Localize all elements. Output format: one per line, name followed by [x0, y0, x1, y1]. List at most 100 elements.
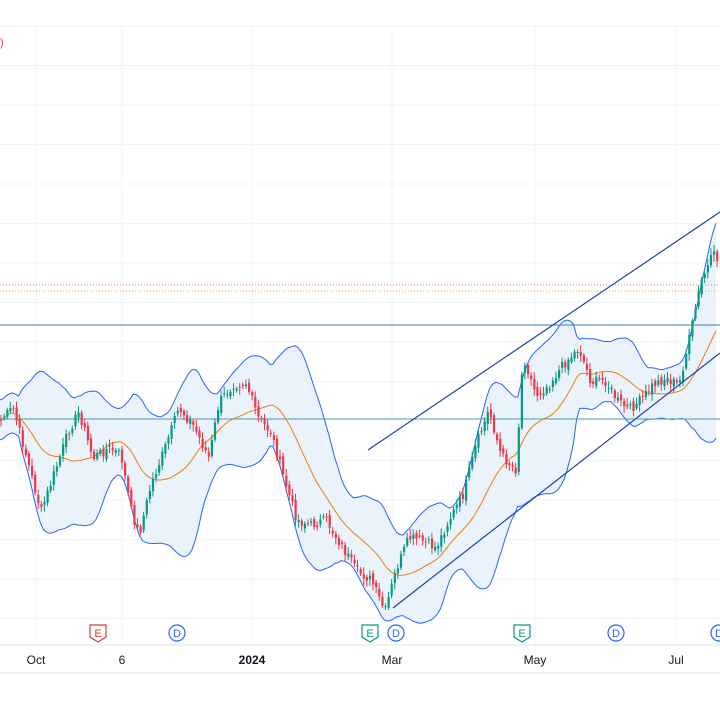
- event-marker-letter: D: [715, 628, 720, 640]
- candle-body: [607, 387, 610, 389]
- candle-body: [62, 444, 65, 456]
- event-marker-letter: D: [612, 628, 620, 640]
- event-marker-earnings[interactable]: E: [89, 624, 107, 643]
- candle-body: [192, 421, 195, 425]
- event-marker-letter: E: [518, 628, 525, 640]
- candle-body: [430, 538, 434, 549]
- bollinger-band-fill: [0, 223, 717, 624]
- candle-body: [688, 334, 691, 355]
- dividend-marker-shape: [168, 624, 186, 642]
- event-marker-dividend[interactable]: D: [607, 624, 625, 642]
- candle-body: [418, 535, 421, 537]
- candle-body: [700, 279, 703, 295]
- candle-body: [89, 438, 93, 452]
- candle-body: [108, 445, 111, 447]
- candle-body: [241, 384, 244, 386]
- candle-body: [434, 547, 437, 551]
- candle-body: [313, 519, 316, 527]
- candle-body: [127, 476, 130, 493]
- candle-body: [468, 467, 471, 478]
- candle-body: [145, 500, 148, 515]
- candle-body: [189, 419, 192, 424]
- candle-body: [341, 542, 344, 544]
- candle-body: [393, 572, 396, 583]
- event-marker-earnings[interactable]: E: [513, 624, 531, 643]
- candle-body: [294, 499, 297, 521]
- candle-body: [530, 375, 533, 380]
- candle-body: [179, 407, 182, 412]
- candle-body: [74, 414, 77, 427]
- earnings-marker-shape: [361, 624, 379, 643]
- candle-body: [93, 451, 96, 460]
- candle-body: [275, 438, 279, 458]
- candle-body: [288, 484, 291, 495]
- candle-body: [124, 463, 127, 476]
- candle-body: [182, 410, 186, 416]
- earnings-marker-shape: [89, 624, 107, 643]
- candle-body: [409, 536, 412, 540]
- event-marker-dividend[interactable]: D: [710, 624, 720, 642]
- event-marker-earnings[interactable]: E: [361, 624, 379, 643]
- candle-body: [446, 525, 449, 532]
- candle-body: [24, 448, 27, 456]
- candle-body: [6, 410, 9, 417]
- candle-body: [604, 382, 607, 386]
- candle-body: [176, 410, 179, 414]
- x-tick-label: Mar: [382, 653, 403, 667]
- candle-body: [285, 475, 288, 487]
- candle-body: [598, 378, 601, 380]
- event-marker-dividend[interactable]: D: [168, 624, 186, 642]
- event-marker-letter: D: [392, 628, 400, 640]
- candle-body: [235, 388, 238, 391]
- candle-body: [325, 516, 328, 518]
- candle-body: [195, 426, 198, 432]
- event-marker-dividend[interactable]: D: [387, 624, 405, 642]
- candle-body: [213, 422, 217, 440]
- candle-body: [350, 554, 353, 558]
- candle-body: [105, 449, 108, 460]
- candle-body: [297, 520, 300, 523]
- candle-body: [691, 320, 694, 337]
- candle-body: [387, 597, 390, 608]
- time-axis: Oct 6 2024 Mar May Jul: [27, 653, 684, 667]
- candles: [0, 245, 719, 610]
- candle-body: [486, 412, 489, 424]
- x-tick-label: Oct: [27, 653, 46, 667]
- candle-body: [353, 560, 356, 564]
- candle-body: [34, 474, 37, 493]
- candle-body: [551, 380, 554, 388]
- candle-body: [77, 412, 80, 418]
- candle-body: [461, 494, 465, 499]
- trend-lines: [367, 211, 720, 609]
- candle-body: [508, 463, 511, 466]
- candle-body: [496, 434, 499, 441]
- candle-body: [331, 530, 334, 534]
- candle-body: [502, 448, 505, 454]
- candle-body: [685, 353, 688, 369]
- candle-body: [37, 494, 40, 503]
- candle-body: [592, 381, 595, 384]
- candle-body: [220, 395, 223, 413]
- candle-body: [626, 404, 629, 407]
- grid: [0, 25, 720, 645]
- candle-body: [647, 391, 651, 393]
- candle-body: [511, 465, 514, 467]
- candle-body: [514, 467, 517, 474]
- candle-body: [269, 432, 272, 435]
- candle-body: [263, 418, 266, 425]
- candle-body: [443, 534, 446, 538]
- candle-body: [558, 370, 561, 378]
- candle-body: [300, 520, 303, 526]
- candle-body: [9, 408, 12, 412]
- candle-body: [201, 438, 204, 448]
- candle-body: [638, 396, 641, 405]
- candle-body: [527, 365, 530, 375]
- candle-body: [523, 365, 527, 373]
- candle-body: [217, 410, 220, 423]
- candle-body: [483, 421, 486, 432]
- candle-body: [579, 351, 582, 356]
- candle-body: [672, 378, 675, 387]
- candle-body: [480, 431, 483, 433]
